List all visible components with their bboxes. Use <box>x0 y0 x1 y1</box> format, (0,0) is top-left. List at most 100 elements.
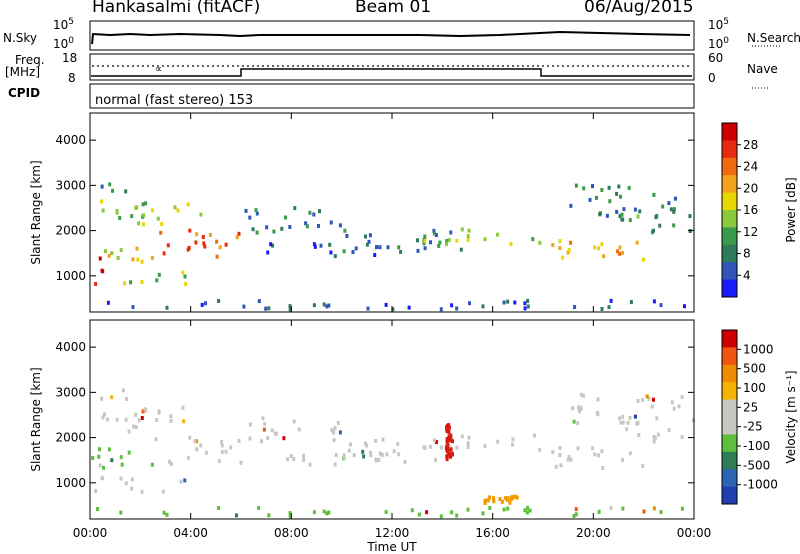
scatter-cell <box>215 239 219 244</box>
colorbar-tick-label: 1000 <box>743 342 774 356</box>
scatter-cell <box>597 246 600 251</box>
scatter-cell <box>91 455 95 460</box>
scatter-cell <box>98 463 102 468</box>
scatter-cell <box>652 439 656 444</box>
date-title: 06/Aug/2015 <box>584 0 694 17</box>
scatter-cell <box>101 415 105 420</box>
scatter-cell <box>365 242 369 247</box>
freq-marker: ∝ <box>155 64 162 75</box>
scatter-cell <box>354 246 358 251</box>
scatter-cell <box>217 506 221 510</box>
scatter-cell <box>288 514 292 519</box>
scatter-cell <box>176 208 180 213</box>
scatter-cell <box>186 202 190 207</box>
scatter-cell <box>366 306 370 311</box>
scatter-cell <box>652 299 656 304</box>
scatter-cell <box>106 417 110 422</box>
freq-tick-bottom: 8 <box>68 71 76 85</box>
scatter-cell <box>447 238 451 242</box>
scatter-cell <box>322 509 326 514</box>
scatter-cell <box>156 216 160 221</box>
scatter-cell <box>652 397 655 402</box>
scatter-cell <box>94 281 98 286</box>
scatter-cell <box>509 242 513 247</box>
scatter-cell <box>466 238 470 242</box>
y-tick-label: 1000 <box>55 476 86 490</box>
scatter-cell <box>511 442 514 447</box>
x-tick-label: 20:00 <box>576 526 611 540</box>
scatter-cell <box>619 420 623 425</box>
colorbar-tick-label: 24 <box>743 160 758 174</box>
scatter-cell <box>102 465 105 470</box>
scatter-cell <box>449 447 453 452</box>
nsky-tick-top: 105 <box>53 17 75 32</box>
scatter-cell <box>274 431 278 436</box>
colorbar-swatch <box>722 262 737 281</box>
colorbar-swatch <box>722 175 737 194</box>
scatter-cell <box>317 224 320 228</box>
scatter-cell <box>267 513 271 518</box>
scatter-cell <box>510 496 513 501</box>
scatter-cell <box>447 430 451 435</box>
scatter-cell <box>468 301 471 306</box>
scatter-cell <box>621 457 625 462</box>
scatter-cell <box>439 445 443 450</box>
scatter-cell <box>425 510 429 515</box>
scatter-cell <box>373 253 377 257</box>
scatter-cell <box>410 508 414 513</box>
colorbar-swatch <box>722 192 737 211</box>
scatter-cell <box>239 460 243 465</box>
scatter-cell <box>325 511 329 516</box>
scatter-cell <box>186 247 190 252</box>
x-tick-label: 16:00 <box>475 526 510 540</box>
x-tick-label: 04:00 <box>173 526 208 540</box>
scatter-cell <box>181 270 185 275</box>
scatter-cell <box>514 494 518 499</box>
colorbar-tick-label: 500 <box>743 362 766 376</box>
axes-layer: 1000 2000 3000 4000 Slant Range [km] 1000 2000… <box>29 113 711 554</box>
scatter-cell <box>330 428 334 432</box>
scatter-cell <box>135 246 139 251</box>
scatter-cell <box>449 230 453 235</box>
scatter-cell <box>150 255 154 260</box>
scatter-cell <box>288 304 292 309</box>
scatter-cell <box>432 228 436 233</box>
cpid-label: CPID <box>8 86 41 100</box>
scatter-cell <box>141 202 145 207</box>
nsky-panel-frame <box>89 20 695 51</box>
colorbar-swatch <box>722 382 737 401</box>
colorbar-swatch <box>722 469 737 488</box>
scatter-cell <box>508 500 512 505</box>
colorbar-swatch <box>722 123 737 141</box>
scatter-cell <box>506 506 510 511</box>
scatter-cell <box>626 420 630 425</box>
scatter-cell <box>120 462 124 467</box>
scatter-cell <box>513 300 517 305</box>
scatter-cell <box>492 496 495 501</box>
scatter-cell <box>573 305 577 309</box>
scatter-cell <box>101 208 105 213</box>
scatter-cell <box>386 245 390 250</box>
scatter-cell <box>98 447 101 452</box>
colorbar-swatch <box>722 399 737 418</box>
scatter-cell <box>500 499 504 504</box>
scatter-cell <box>188 435 192 440</box>
scatter-cell <box>466 234 470 239</box>
scatter-cell <box>115 210 119 215</box>
scatter-cell <box>538 447 542 452</box>
scatter-cell <box>672 209 676 214</box>
scatter-cell <box>308 210 312 215</box>
scatter-cell <box>429 240 432 245</box>
nave-tick-bottom: 0 <box>708 71 716 85</box>
colorbar-tick-label: -25 <box>743 420 763 434</box>
cpid-panel-frame <box>89 83 695 109</box>
scatter-cell <box>140 489 144 494</box>
scatter-cell <box>235 235 239 240</box>
scatter-cell <box>618 245 622 250</box>
scatter-cell <box>365 443 369 448</box>
scatter-cell <box>195 232 199 237</box>
scatter-cell <box>332 430 336 435</box>
x-tick-label: 12:00 <box>375 526 410 540</box>
scatter-cell <box>336 420 340 425</box>
scatter-cell <box>208 233 212 237</box>
